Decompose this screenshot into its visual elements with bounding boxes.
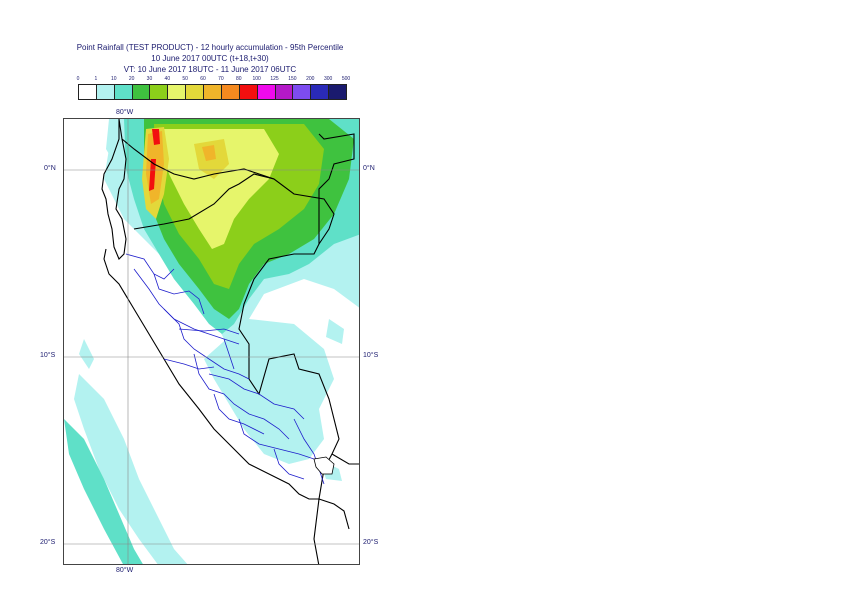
lon-label-top: 80°W xyxy=(116,109,134,116)
legend-threshold-label: 80 xyxy=(236,76,242,82)
legend-threshold-label: 150 xyxy=(288,76,297,82)
legend-swatch xyxy=(310,84,330,100)
chart-subtitle-run: 10 June 2017 00UTC (t+18,t+30) xyxy=(151,54,269,63)
legend-threshold-label: 1 xyxy=(94,76,98,82)
lon-label-bottom: 80°W xyxy=(116,567,134,574)
lat-label-left-0: 0°N xyxy=(44,165,56,172)
legend-threshold-label: 30 xyxy=(146,76,153,82)
legend-swatch xyxy=(149,84,169,100)
lake-titicaca xyxy=(313,456,335,475)
map-canvas xyxy=(64,119,359,564)
legend-swatch xyxy=(95,84,115,100)
lat-label-right-20s: 20°S xyxy=(363,539,379,546)
legend-swatch xyxy=(292,84,312,100)
legend-swatch xyxy=(220,84,240,100)
legend-swatch xyxy=(203,84,222,100)
legend-swatch xyxy=(185,84,205,100)
legend-swatch xyxy=(131,84,151,100)
legend-threshold-label: 300 xyxy=(323,76,333,82)
legend-swatch xyxy=(167,84,187,100)
legend-swatch xyxy=(256,84,276,100)
rainfall-map xyxy=(63,118,360,565)
legend-threshold-label: 100 xyxy=(252,76,261,82)
rainfall-80-100-areas xyxy=(149,129,160,191)
legend-swatch xyxy=(328,84,347,100)
legend-swatch xyxy=(113,84,133,100)
legend-threshold-label: 0 xyxy=(76,76,80,82)
color-legend: 0 1 10 20 30 40 50 60 70 80 100 125 150 200 300 500 xyxy=(76,76,350,102)
legend-threshold-label: 50 xyxy=(182,76,188,82)
legend-threshold-label: 60 xyxy=(200,76,206,82)
legend-threshold-label: 200 xyxy=(306,76,315,82)
lat-label-left-10s: 10°S xyxy=(40,352,56,359)
legend-threshold-label: 70 xyxy=(218,76,224,82)
legend-swatch xyxy=(238,84,258,100)
regional-boundaries xyxy=(125,253,325,485)
lat-label-left-20s: 20°S xyxy=(40,539,56,546)
lat-label-right-0: 0°N xyxy=(363,165,375,172)
graticule xyxy=(64,119,359,564)
lat-label-right-10s: 10°S xyxy=(363,352,379,359)
legend-threshold-label: 500 xyxy=(341,76,351,82)
country-borders xyxy=(101,119,359,564)
chart-title: Point Rainfall (TEST PRODUCT) - 12 hourl… xyxy=(76,43,344,52)
legend-threshold-label: 40 xyxy=(164,76,171,82)
legend-swatch xyxy=(274,84,294,100)
legend-threshold-label: 125 xyxy=(270,76,279,82)
rainfall-40-50-areas xyxy=(159,129,279,249)
chart-subtitle-valid-time: VT: 10 June 2017 18UTC - 11 June 2017 06… xyxy=(123,65,297,74)
legend-threshold-label: 10 xyxy=(110,76,117,82)
legend-threshold-label: 20 xyxy=(128,76,135,82)
legend-swatch xyxy=(78,84,97,100)
